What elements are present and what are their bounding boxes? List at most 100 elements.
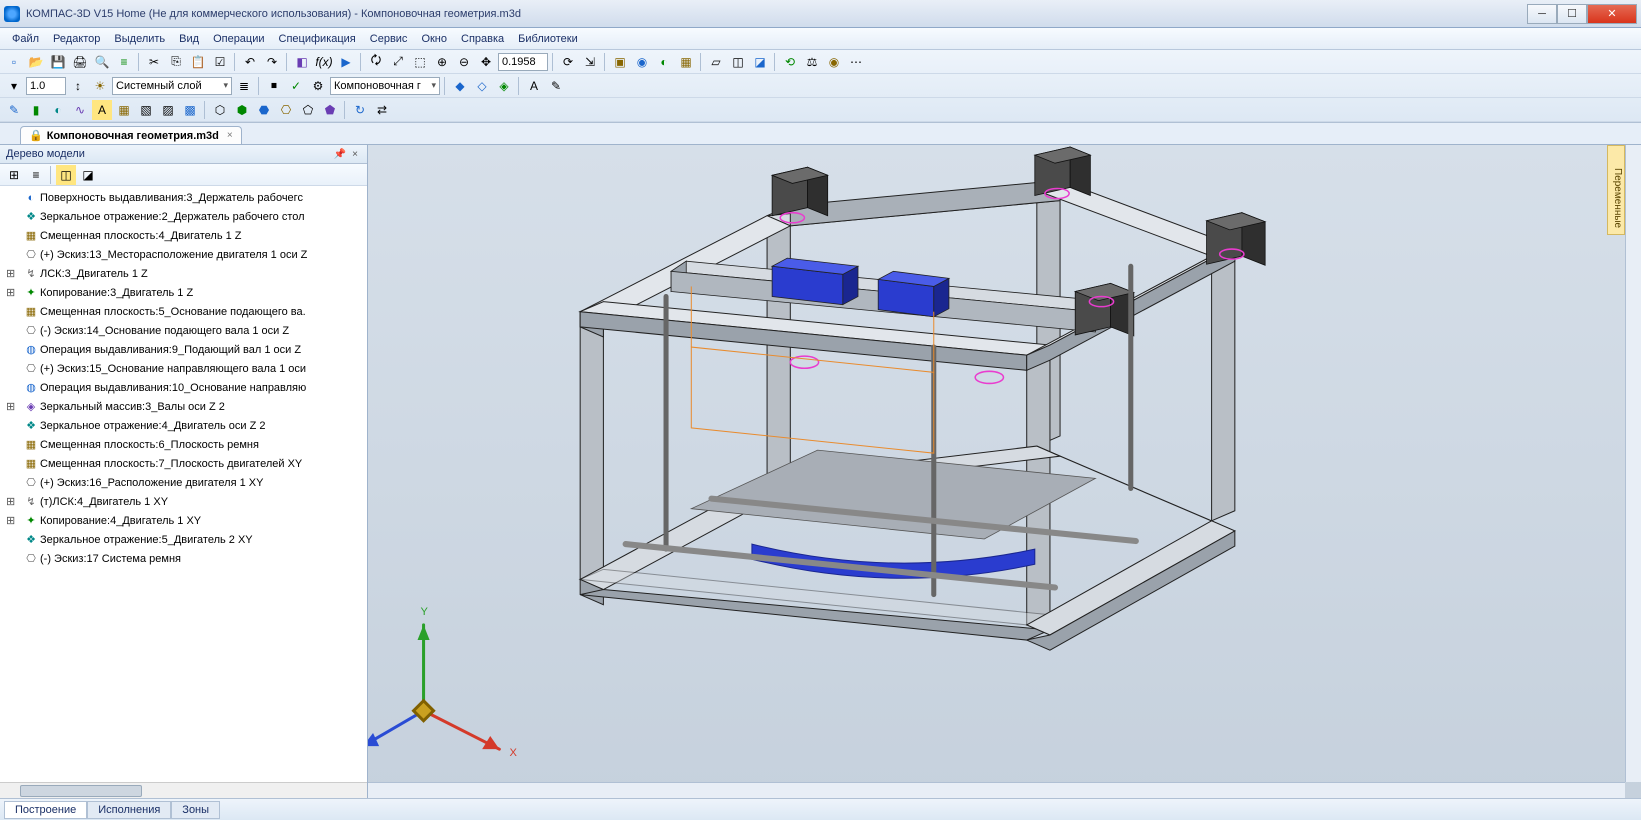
menu-service[interactable]: Сервис [364,31,414,47]
tree-btn3-icon[interactable]: ◫ [56,165,76,185]
3d-viewport[interactable]: X Y Z f(x) Переменные [368,145,1641,798]
undo-icon[interactable]: ↶ [240,52,260,72]
lib-icon[interactable]: ◧ [292,52,312,72]
redo-icon[interactable]: ↷ [262,52,282,72]
c5-icon[interactable]: ⬠ [298,100,318,120]
tree-row[interactable]: ◍Операция выдавливания:9_Подающий вал 1 … [0,340,367,359]
zoom-input[interactable] [498,53,548,71]
fit-icon[interactable]: ⤢ [388,52,408,72]
b1-icon[interactable]: ▦ [114,100,134,120]
dropdown-icon[interactable]: ▾ [4,76,24,96]
minimize-button[interactable]: ─ [1527,4,1557,24]
tree-row[interactable]: ▦Смещенная плоскость:7_Плоскость двигате… [0,454,367,473]
tab-build[interactable]: Построение [4,801,87,819]
tree-row[interactable]: ⎔(+) Эскиз:16_Расположение двигателя 1 X… [0,473,367,492]
t3-icon[interactable]: ◈ [494,76,514,96]
menu-select[interactable]: Выделить [108,31,171,47]
open-icon[interactable]: 📂 [26,52,46,72]
mass-icon[interactable]: ⚖ [802,52,822,72]
menu-window[interactable]: Окно [415,31,453,47]
wireframe-icon[interactable]: ▣ [610,52,630,72]
zoom-win-icon[interactable]: ⬚ [410,52,430,72]
revolve-icon[interactable]: ◐ [48,100,68,120]
tab-exec[interactable]: Исполнения [87,801,171,819]
props-icon[interactable]: ☑ [210,52,230,72]
variables-tab[interactable]: Переменные [1607,145,1625,235]
tab-close-icon[interactable]: × [227,130,233,141]
tree-row[interactable]: ⎔(-) Эскиз:17 Система ремня [0,549,367,568]
d2-icon[interactable]: ⇄ [372,100,392,120]
tree-row[interactable]: ⎔(+) Эскиз:13_Месторасположение двигател… [0,245,367,264]
expand-icon[interactable]: ⊞ [6,267,22,281]
maximize-button[interactable]: ☐ [1557,4,1587,24]
render-icon[interactable]: ◉ [824,52,844,72]
spec-icon[interactable]: ≡ [114,52,134,72]
pin-icon[interactable]: 📌 [331,149,349,160]
save-icon[interactable]: 💾 [48,52,68,72]
more-icon[interactable]: ⋯ [846,52,866,72]
expand-icon[interactable]: ⊞ [6,400,22,414]
tree-row[interactable]: ▦Смещенная плоскость:5_Основание подающе… [0,302,367,321]
play-icon[interactable]: ▶ [336,52,356,72]
b2-icon[interactable]: ▧ [136,100,156,120]
tool-icon[interactable]: ⚙ [308,76,328,96]
c1-icon[interactable]: ⬡ [210,100,230,120]
note-icon[interactable]: ✎ [546,76,566,96]
panel-close-icon[interactable]: × [349,149,361,160]
box-icon[interactable]: ▦ [676,52,696,72]
preview-icon[interactable]: 🔍 [92,52,112,72]
arrows-icon[interactable]: ↕ [68,76,88,96]
sun-icon[interactable]: ☀ [90,76,110,96]
refresh-icon[interactable]: 🗘 [366,52,386,72]
t1-icon[interactable]: ◆ [450,76,470,96]
tree-row[interactable]: ❖Зеркальное отражение:4_Двигатель оси Z … [0,416,367,435]
stop-icon[interactable]: ⏹ [264,76,284,96]
tree-row[interactable]: ❖Зеркальное отражение:5_Двигатель 2 XY [0,530,367,549]
tree-row[interactable]: ⊞✦Копирование:4_Двигатель 1 XY [0,511,367,530]
expand-icon[interactable]: ⊞ [6,495,22,509]
extrude-icon[interactable]: ▮ [26,100,46,120]
tree-row[interactable]: ❖Зеркальное отражение:2_Держатель рабоче… [0,207,367,226]
menu-operations[interactable]: Операции [207,31,270,47]
tree-row[interactable]: ◍Операция выдавливания:10_Основание напр… [0,378,367,397]
menu-file[interactable]: Файл [6,31,45,47]
pan-icon[interactable]: ✥ [476,52,496,72]
shaded-icon[interactable]: ◉ [632,52,652,72]
menu-editor[interactable]: Редактор [47,31,106,47]
document-tab[interactable]: 🔒 Компоновочная геометрия.m3d × [20,126,242,144]
text-icon[interactable]: A [524,76,544,96]
tab-zones[interactable]: Зоны [171,801,220,819]
tree-btn1-icon[interactable]: ⊞ [4,165,24,185]
close-button[interactable]: ✕ [1587,4,1637,24]
tree-row[interactable]: ⊞◈Зеркальный массив:3_Валы оси Z 2 [0,397,367,416]
c6-icon[interactable]: ⬟ [320,100,340,120]
zoom-out-icon[interactable]: ⊖ [454,52,474,72]
tree-row[interactable]: ⎔(+) Эскиз:15_Основание направляющего ва… [0,359,367,378]
viewport-h-scrollbar[interactable] [368,782,1625,798]
config-select[interactable]: Компоновочная г [330,77,440,95]
vars-icon[interactable]: f(x) [314,52,334,72]
tree-row[interactable]: ⊞✦Копирование:3_Двигатель 1 Z [0,283,367,302]
layers-icon[interactable]: ≣ [234,76,254,96]
tree-btn2-icon[interactable]: ≡ [26,165,46,185]
rotate-icon[interactable]: ⟳ [558,52,578,72]
print-icon[interactable]: 🖨 [70,52,90,72]
orient-icon[interactable]: ⇲ [580,52,600,72]
clip-icon[interactable]: ◪ [750,52,770,72]
sweep-icon[interactable]: ∿ [70,100,90,120]
c3-icon[interactable]: ⬣ [254,100,274,120]
sketch-icon[interactable]: ✎ [4,100,24,120]
tree-btn4-icon[interactable]: ◪ [78,165,98,185]
menu-view[interactable]: Вид [173,31,205,47]
c2-icon[interactable]: ⬢ [232,100,252,120]
tree-row[interactable]: ▦Смещенная плоскость:6_Плоскость ремня [0,435,367,454]
check-icon[interactable]: ✓ [286,76,306,96]
new-icon[interactable]: ▫ [4,52,24,72]
menu-help[interactable]: Справка [455,31,510,47]
d1-icon[interactable]: ↻ [350,100,370,120]
viewport-v-scrollbar[interactable] [1625,145,1641,782]
tree-h-scrollbar[interactable] [0,782,367,798]
expand-icon[interactable]: ⊞ [6,514,22,528]
paste-icon[interactable]: 📋 [188,52,208,72]
section-icon[interactable]: ◫ [728,52,748,72]
